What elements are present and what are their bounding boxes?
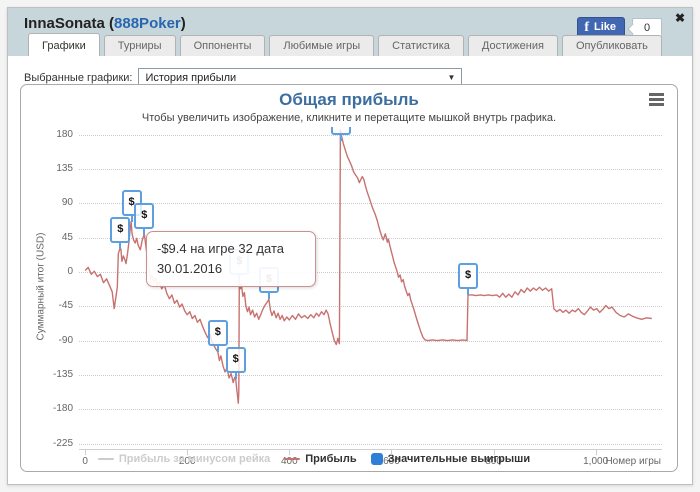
tab-достижения[interactable]: Достижения (467, 35, 558, 56)
legend-line-icon (284, 458, 301, 460)
legend-label: Прибыль (305, 453, 357, 465)
like-label: Like (593, 21, 616, 33)
tab-оппоненты[interactable]: Оппоненты (179, 35, 266, 56)
y-tick-label: 45 (61, 231, 73, 243)
chevron-down-icon: ▼ (447, 73, 456, 82)
chart-select-dropdown[interactable]: История прибыли ▼ (138, 67, 463, 89)
x-tick-mark (391, 450, 393, 455)
x-tick-label: 1,000 (583, 456, 609, 467)
plot-area[interactable]: $$$$$$$$$ -$9.4 на игре 32 дата 30.01.20… (79, 127, 662, 449)
legend-label: Прибыль за минусом рейка (118, 453, 271, 465)
dollar-win-marker[interactable]: $ (458, 262, 478, 289)
legend-line-icon (97, 458, 114, 460)
tab-графики[interactable]: Графики (28, 33, 100, 56)
facebook-like-widget: f Like 0 (577, 17, 662, 38)
y-tick-label: 0 (67, 265, 73, 277)
gridline-y--135 (79, 374, 662, 376)
app-window: InnaSonata (888Poker) f Like 0 ✖ Графики… (7, 7, 693, 485)
chart-subtitle: Чтобы увеличить изображение, кликните и … (141, 112, 557, 124)
legend-label: Значительные выигрыши (387, 453, 531, 465)
tab-bar: Графики Турниры Оппоненты Любимые игры Стати… (28, 33, 662, 56)
dollar-win-marker[interactable]: $ (110, 217, 131, 244)
win-marker-stem (234, 372, 237, 379)
chart-selector-row: Выбранные графики: История прибыли ▼ (24, 66, 463, 90)
y-tick-label: -180 (52, 403, 73, 415)
gridline-y-135 (79, 168, 662, 170)
dollar-win-marker[interactable]: $ (331, 127, 352, 135)
chart-legend: Прибыль за минусом рейка Прибыль Значитель… (21, 453, 607, 465)
x-tick-mark (493, 450, 495, 455)
win-marker-stem (467, 288, 469, 295)
win-marker-stem (130, 216, 133, 223)
legend-item[interactable]: Прибыль (284, 453, 357, 465)
paren-open: ( (109, 15, 115, 32)
tab-турниры[interactable]: Турниры (103, 35, 176, 56)
tooltip-line2: 30.01.2016 (157, 261, 223, 277)
chart-menu-icon[interactable] (649, 93, 664, 108)
legend-item[interactable]: Прибыль за минусом рейка (97, 453, 271, 465)
paren-close: ) (180, 15, 186, 32)
win-marker-stem (216, 346, 219, 353)
y-tick-label: -135 (52, 368, 73, 380)
chart-title: Общая прибыль (279, 90, 419, 109)
profit-line-chart (84, 129, 652, 404)
x-tick-label: 200 (178, 456, 196, 467)
tooltip-line1: -$9.4 на игре 32 дата (157, 241, 284, 256)
tab-любимые игры[interactable]: Любимые игры (269, 35, 375, 56)
gridline-y-180 (79, 134, 662, 136)
x-tick-label: 400 (280, 456, 298, 467)
x-tick-label: 600 (383, 456, 400, 467)
facebook-like-button[interactable]: f Like (577, 17, 625, 38)
y-tick-label: 180 (56, 128, 73, 140)
facebook-icon: f (584, 19, 589, 35)
x-tick-mark (289, 450, 291, 455)
y-tick-label: -90 (58, 334, 73, 346)
site-link[interactable]: 888Poker (114, 15, 181, 32)
x-tick-mark (595, 450, 597, 455)
dollar-win-marker[interactable]: $ (207, 320, 228, 347)
gridline-y-0 (79, 271, 662, 273)
dollar-win-marker[interactable]: $ (225, 346, 246, 373)
tab-статистика[interactable]: Статистика (378, 35, 464, 56)
legend-square-icon (370, 453, 383, 465)
x-tick-mark (85, 450, 87, 455)
dollar-win-marker[interactable]: $ (134, 203, 155, 230)
chart-panel: Общая прибыль Чтобы увеличить изображени… (20, 84, 678, 472)
x-tick-label: 800 (485, 456, 502, 467)
legend-item[interactable]: Значительные выигрыши (370, 453, 531, 465)
selected-chart-value: История прибыли (145, 72, 237, 84)
tooltip: -$9.4 на игре 32 дата 30.01.2016 (146, 231, 316, 288)
tab-опубликовать[interactable]: Опубликовать (561, 35, 662, 56)
y-tick-label: -45 (58, 300, 73, 312)
y-tick-label: -225 (52, 437, 73, 449)
x-axis-title: Номер игры (605, 456, 661, 467)
win-marker-stem (143, 229, 146, 236)
win-marker-stem (267, 293, 270, 300)
win-marker-stem (119, 243, 122, 250)
x-tick-label: 0 (82, 456, 88, 467)
close-icon[interactable]: ✖ (674, 11, 685, 25)
win-marker-stem (340, 134, 343, 141)
gridline-y--225 (79, 443, 662, 445)
page-title: InnaSonata (888Poker) (24, 15, 186, 32)
gridline-y--90 (79, 340, 662, 342)
gridline-y-45 (79, 237, 662, 239)
y-tick-label: 135 (56, 162, 73, 174)
y-tick-label: 90 (61, 197, 73, 209)
selector-label: Выбранные графики: (24, 72, 133, 84)
x-tick-mark (187, 450, 189, 455)
gridline-y--45 (79, 306, 662, 308)
gridline-y--180 (79, 409, 662, 411)
player-name: InnaSonata (24, 15, 105, 32)
x-axis-line (79, 449, 662, 450)
